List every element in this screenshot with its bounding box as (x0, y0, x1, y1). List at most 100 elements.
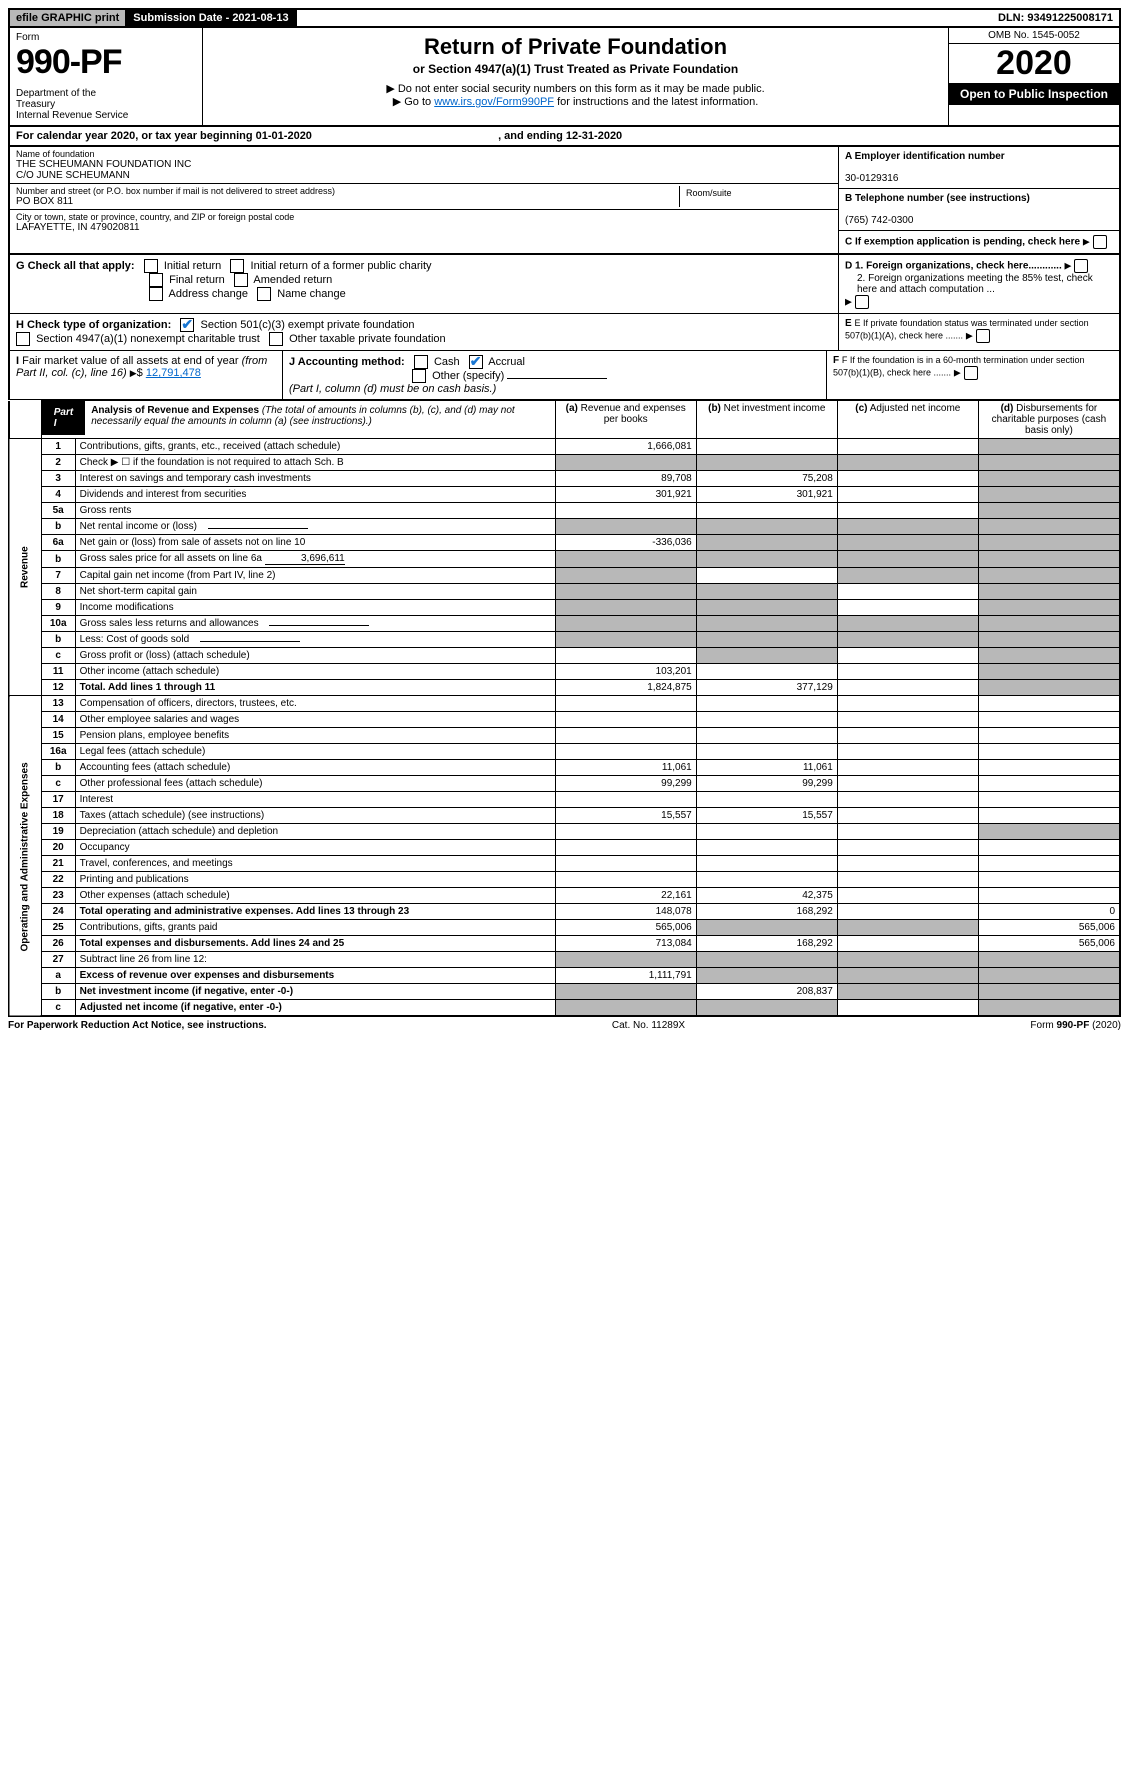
line-number: b (41, 632, 75, 648)
amount-cell (837, 856, 978, 872)
table-row: 23Other expenses (attach schedule)22,161… (9, 888, 1120, 904)
amount-cell (837, 968, 978, 984)
amount-cell (696, 664, 837, 680)
line-description: Total operating and administrative expen… (75, 904, 555, 920)
line-number: 8 (41, 584, 75, 600)
table-row: 10aGross sales less returns and allowanc… (9, 616, 1120, 632)
cb-accrual[interactable] (469, 355, 483, 369)
amount-cell (555, 519, 696, 535)
amount-cell (837, 551, 978, 568)
amount-cell (837, 792, 978, 808)
cb-501c3[interactable] (180, 318, 194, 332)
line-description: Subtract line 26 from line 12: (75, 952, 555, 968)
cb-e[interactable] (976, 329, 990, 343)
amount-cell (837, 808, 978, 824)
amount-cell (978, 503, 1120, 519)
cb-d2[interactable] (855, 295, 869, 309)
calendar-year-row: For calendar year 2020, or tax year begi… (8, 127, 1121, 147)
table-row: bGross sales price for all assets on lin… (9, 551, 1120, 568)
cb-f[interactable] (964, 366, 978, 380)
table-row: 9Income modifications (9, 600, 1120, 616)
cb-initial-former[interactable] (230, 259, 244, 273)
amount-cell (696, 616, 837, 632)
amount-cell (555, 568, 696, 584)
line-number: 5a (41, 503, 75, 519)
amount-cell (837, 824, 978, 840)
amount-cell (696, 856, 837, 872)
amount-cell (978, 760, 1120, 776)
table-row: 3Interest on savings and temporary cash … (9, 471, 1120, 487)
spacer (297, 10, 992, 26)
amount-cell (837, 519, 978, 535)
amount-cell (696, 439, 837, 455)
amount-cell (696, 712, 837, 728)
amount-cell (837, 664, 978, 680)
line-number: 12 (41, 680, 75, 696)
amount-cell (837, 487, 978, 503)
line-number: 19 (41, 824, 75, 840)
cb-initial-return[interactable] (144, 259, 158, 273)
cb-4947[interactable] (16, 332, 30, 346)
fmv-value[interactable]: 12,791,478 (146, 367, 201, 379)
amount-cell (837, 616, 978, 632)
table-row: 8Net short-term capital gain (9, 584, 1120, 600)
amount-cell (837, 455, 978, 471)
amount-cell (978, 568, 1120, 584)
amount-cell (696, 952, 837, 968)
amount-cell (696, 696, 837, 712)
table-row: aExcess of revenue over expenses and dis… (9, 968, 1120, 984)
cb-name-change[interactable] (257, 287, 271, 301)
line-description: Pension plans, employee benefits (75, 728, 555, 744)
line-number: 9 (41, 600, 75, 616)
page-footer: For Paperwork Reduction Act Notice, see … (8, 1017, 1121, 1034)
cb-cash[interactable] (414, 355, 428, 369)
ein-row: A Employer identification number 30-0129… (839, 147, 1119, 189)
amount-cell (978, 551, 1120, 568)
line-number: 23 (41, 888, 75, 904)
table-row: 17Interest (9, 792, 1120, 808)
line-description: Net investment income (if negative, ente… (75, 984, 555, 1000)
amount-cell (978, 728, 1120, 744)
checkbox-c[interactable] (1093, 235, 1107, 249)
amount-cell (696, 792, 837, 808)
section-g: G Check all that apply: Initial return I… (10, 255, 839, 313)
line-number: 20 (41, 840, 75, 856)
line-number: 11 (41, 664, 75, 680)
line-description: Printing and publications (75, 872, 555, 888)
form-number: 990-PF (16, 43, 196, 82)
amount-cell (837, 776, 978, 792)
table-row: 24Total operating and administrative exp… (9, 904, 1120, 920)
amount-cell (837, 728, 978, 744)
amount-cell: 15,557 (555, 808, 696, 824)
cb-amended[interactable] (234, 273, 248, 287)
line-description: Gross sales price for all assets on line… (75, 551, 555, 568)
cb-final-return[interactable] (149, 273, 163, 287)
cb-address-change[interactable] (149, 287, 163, 301)
cb-other-method[interactable] (412, 369, 426, 383)
amount-cell (837, 936, 978, 952)
footer-left: For Paperwork Reduction Act Notice, see … (8, 1020, 267, 1031)
tax-year: 2020 (949, 44, 1119, 83)
form-label: Form (16, 32, 196, 43)
amount-cell (696, 551, 837, 568)
irs-link[interactable]: www.irs.gov/Form990PF (434, 96, 554, 108)
line-description: Other expenses (attach schedule) (75, 888, 555, 904)
info-right: A Employer identification number 30-0129… (839, 147, 1119, 253)
table-row: bLess: Cost of goods sold (9, 632, 1120, 648)
section-d: D 1. Foreign organizations, check here..… (839, 255, 1119, 313)
cb-d1[interactable] (1074, 259, 1088, 273)
table-row: 4Dividends and interest from securities3… (9, 487, 1120, 503)
table-row: cAdjusted net income (if negative, enter… (9, 1000, 1120, 1017)
amount-cell (978, 776, 1120, 792)
top-bar: efile GRAPHIC print Submission Date - 20… (8, 8, 1121, 28)
line-description: Less: Cost of goods sold (75, 632, 555, 648)
instruction-2: ▶ Go to www.irs.gov/Form990PF for instru… (209, 95, 942, 108)
amount-cell: 15,557 (696, 808, 837, 824)
cb-other-taxable[interactable] (269, 332, 283, 346)
amount-cell: 99,299 (555, 776, 696, 792)
line-number: 14 (41, 712, 75, 728)
instruction-1: ▶ Do not enter social security numbers o… (209, 82, 942, 95)
amount-cell: 89,708 (555, 471, 696, 487)
amount-cell (555, 792, 696, 808)
open-inspection: Open to Public Inspection (949, 83, 1119, 105)
